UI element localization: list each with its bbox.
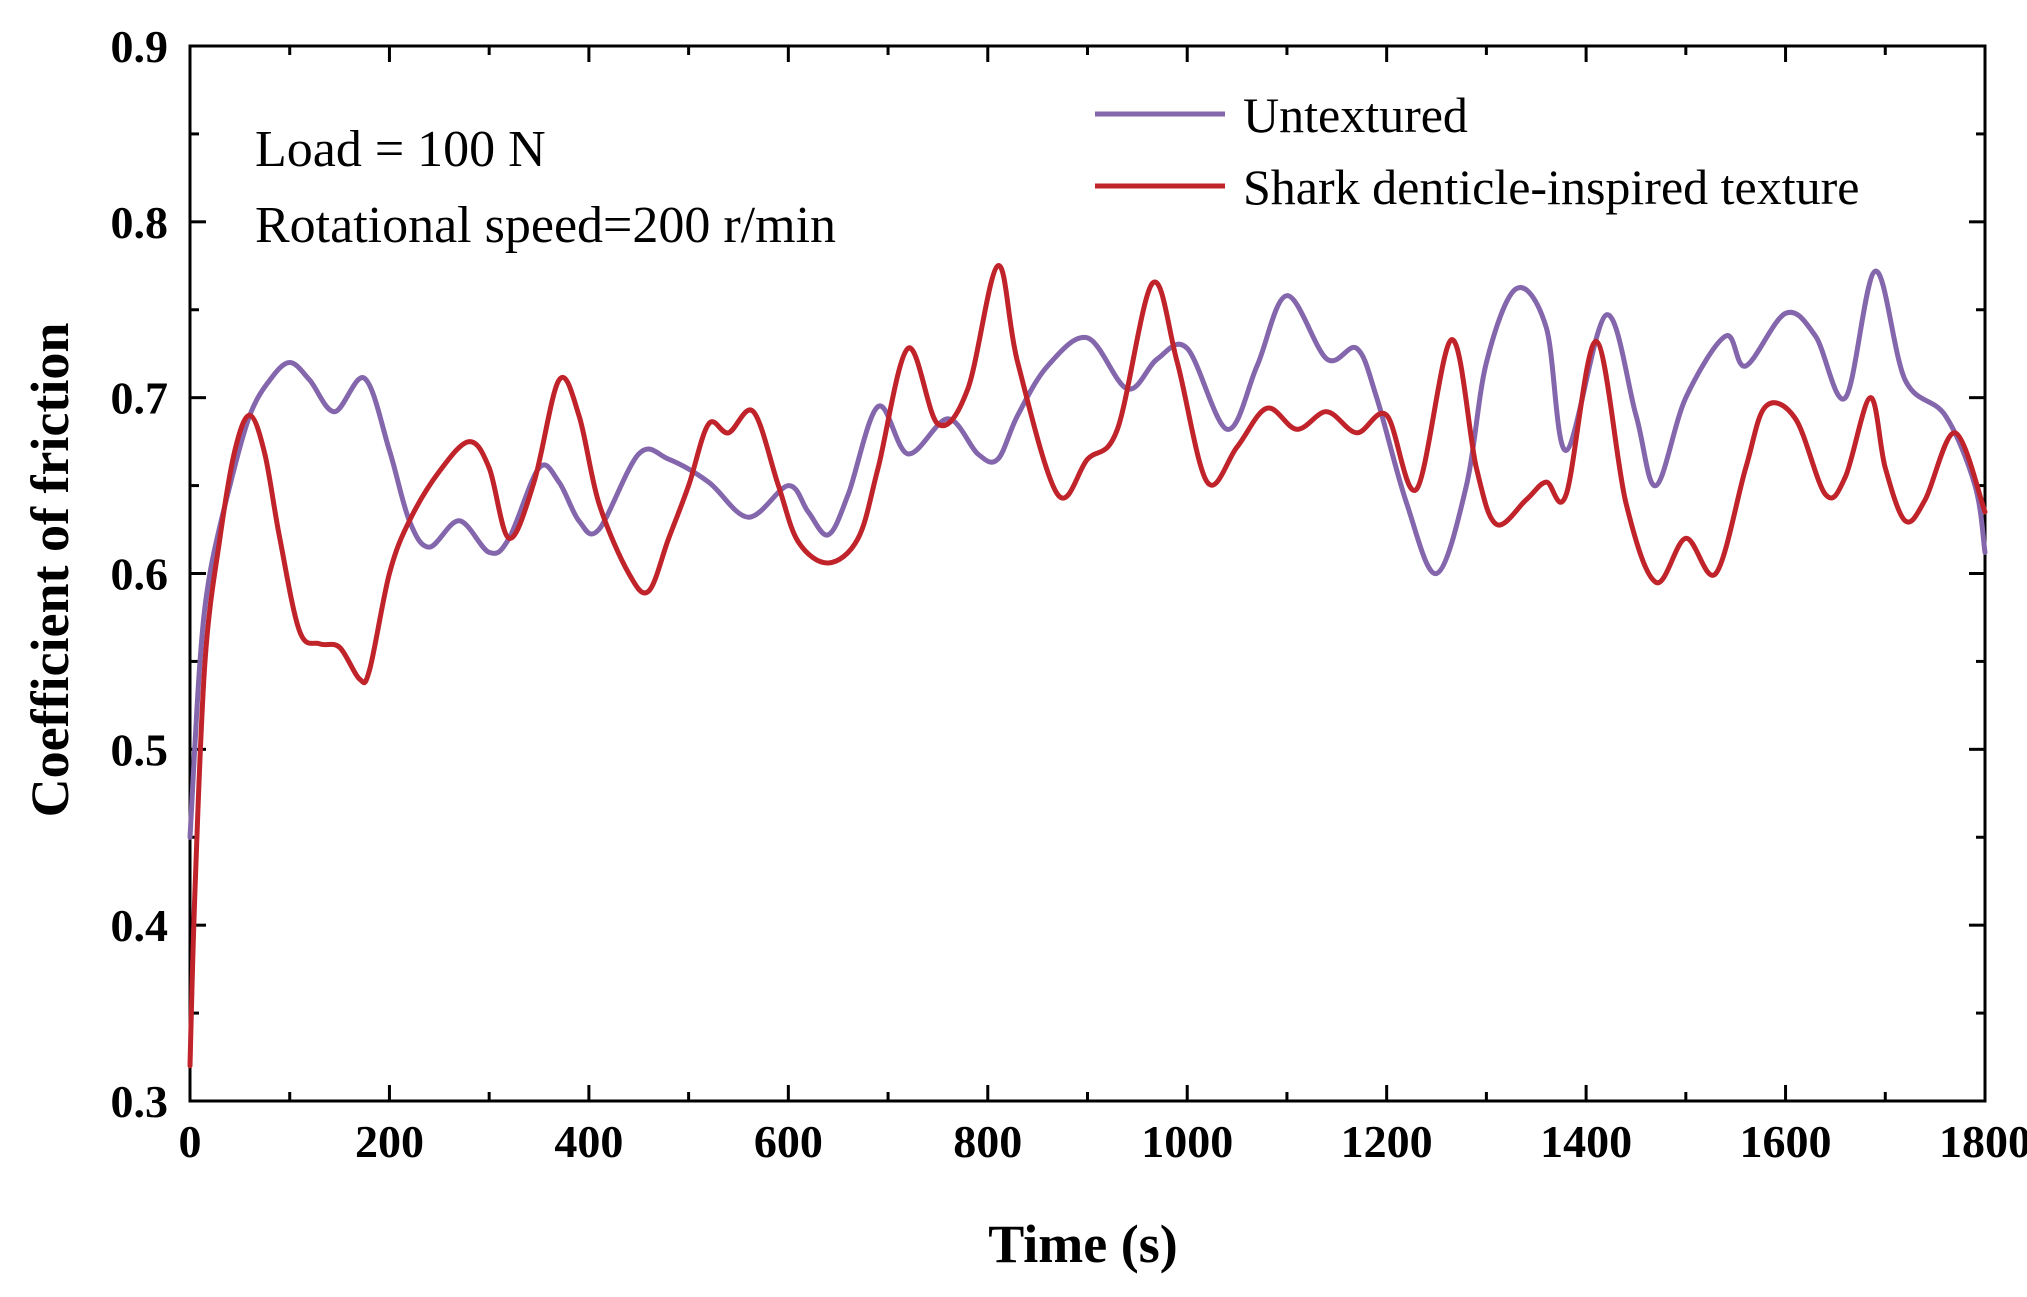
legend-label-untextured: Untextured [1243,87,1468,143]
x-tick-label: 400 [554,1116,623,1167]
x-tick-label: 200 [355,1116,424,1167]
x-tick-label: 1800 [1939,1116,2027,1167]
x-tick-label: 1200 [1341,1116,1433,1167]
x-axis-title: Time (s) [988,1214,1177,1274]
y-tick-label: 0.5 [111,724,169,775]
legend: Untextured Shark denticle-inspired textu… [1095,87,1859,215]
legend-label-shark-texture: Shark denticle-inspired texture [1243,159,1859,215]
x-tick-label: 1000 [1141,1116,1233,1167]
x-tick-label: 600 [754,1116,823,1167]
annotation-speed: Rotational speed=200 r/min [255,197,836,254]
y-tick-label: 0.7 [111,373,169,424]
y-tick-label: 0.9 [111,21,169,72]
x-tick-label: 1600 [1740,1116,1832,1167]
y-tick-label: 0.4 [111,900,169,951]
x-tick-label: 800 [953,1116,1022,1167]
annotation-load: Load = 100 N [255,121,546,178]
x-tick-label: 1400 [1540,1116,1632,1167]
series-line-untextured [187,268,1988,840]
y-tick-label: 0.6 [111,549,169,600]
y-tick-label: 0.8 [111,197,169,248]
y-tick-label: 0.3 [111,1076,169,1127]
y-axis-title: Coefficient of friction [20,323,80,818]
series-line-shark-texture [187,263,1988,1069]
axes-layer: 0 200 400 600 800 1000 1200 1400 1600 1800 0.3 0.4 0… [111,21,2027,1167]
x-tick-label: 0 [179,1116,202,1167]
series-layer [187,263,1988,1069]
